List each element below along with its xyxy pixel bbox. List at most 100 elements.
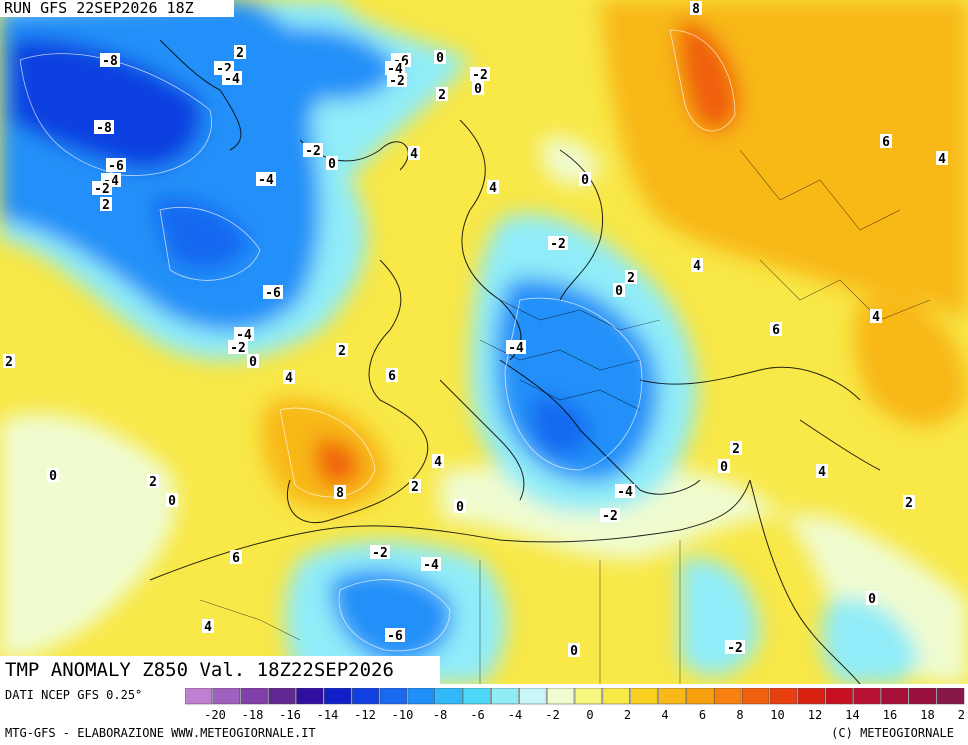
contour-label-bg [370, 545, 390, 559]
contour-label: -2 [727, 641, 743, 656]
contour-label: 4 [489, 181, 497, 196]
contour-label: 8 [692, 2, 700, 17]
legend-tick-label: -12 [354, 708, 376, 722]
contour-label-bg [408, 146, 420, 160]
contour-label-bg [568, 643, 580, 657]
contour-label-bg [409, 479, 421, 493]
legend-tick-label: -16 [279, 708, 301, 722]
contour-label: 0 [436, 51, 444, 66]
contour-label: -2 [230, 341, 246, 356]
contour-label: 6 [388, 369, 396, 384]
contour-label: -4 [258, 173, 274, 188]
contour-label-bg [432, 454, 444, 468]
legend-swatch [240, 688, 268, 705]
contour-label-bg [625, 270, 637, 284]
contour-label: 4 [818, 465, 826, 480]
legend-tick-label: -18 [242, 708, 264, 722]
contour-label: 2 [102, 198, 110, 213]
contour-label: 2 [438, 88, 446, 103]
legend-swatch [853, 688, 881, 705]
data-source-label: DATI NCEP GFS 0.25° [5, 688, 143, 702]
contour-label: 6 [882, 135, 890, 150]
legend-tick-label: -6 [470, 708, 484, 722]
contour-label-bg [326, 156, 338, 170]
contour-label: 6 [232, 551, 240, 566]
borders [199, 149, 931, 684]
run-title: RUN GFS 22SEP2026 18Z [0, 0, 234, 17]
contour-label: 2 [905, 496, 913, 511]
legend-swatch [686, 688, 714, 705]
contour-label: 0 [328, 157, 336, 172]
coastlines [149, 39, 881, 684]
contour-label-bg [436, 87, 448, 101]
contour-label-bg [690, 1, 702, 15]
contour-label: -2 [305, 144, 321, 159]
temperature-anomaly-map: -8-8-6-4-222-2-4-6-4-20-2028-204-44064-2… [0, 0, 968, 684]
anomaly-zone-very-hot-russia [678, 20, 740, 133]
legend-swatch [407, 688, 435, 705]
contour-label-bg [730, 441, 742, 455]
contour-label-bg [434, 50, 446, 64]
contour-label-bg [454, 499, 466, 513]
contour-label: 0 [49, 469, 57, 484]
contour-label-bg [579, 172, 591, 186]
contour-label-bg [548, 236, 568, 250]
contour-label: -6 [108, 159, 124, 174]
legend-swatch [825, 688, 853, 705]
contour-label-bg [866, 591, 878, 605]
contour-label-bg [770, 322, 782, 336]
contour-label: 0 [474, 82, 482, 97]
contour-label: -6 [265, 286, 281, 301]
contour-label-bg [147, 474, 159, 488]
contour-label: 0 [868, 592, 876, 607]
legend-tick-label: 8 [736, 708, 743, 722]
contour-label-bg [92, 181, 112, 195]
legend-tick-label: 2 [624, 708, 631, 722]
contour-label: 2 [338, 344, 346, 359]
legend-tick-label: 6 [699, 708, 706, 722]
legend-tick-label: -8 [433, 708, 447, 722]
legend-swatch [909, 688, 937, 705]
contour-label: -4 [224, 72, 240, 87]
legend-swatch [324, 688, 352, 705]
legend-swatch [714, 688, 742, 705]
contour-label: -2 [389, 74, 405, 89]
contour-label-bg [470, 67, 490, 81]
contour-label-bg [94, 120, 114, 134]
legend-tick-label: 16 [883, 708, 897, 722]
legend-tick-label: -14 [317, 708, 339, 722]
contour-label: 2 [732, 442, 740, 457]
legend-swatch [741, 688, 770, 705]
contour-label: 0 [249, 355, 257, 370]
contour-label-bg [472, 81, 484, 95]
contour-label: 2 [149, 475, 157, 490]
contour-label-bg [303, 143, 323, 157]
contour-label: 2 [627, 271, 635, 286]
legend-swatch [519, 688, 547, 705]
legend-tick-label: -10 [392, 708, 414, 722]
contour-label: -2 [372, 546, 388, 561]
anomaly-zone-deep-cold-atlantic-2 [150, 197, 250, 271]
legend-swatch [351, 688, 380, 705]
contour-label-bg [166, 493, 178, 507]
contour-label-bg [880, 134, 892, 148]
credit-left: MTG-GFS - ELABORAZIONE WWW.METEOGIORNALE… [5, 726, 316, 740]
legend-swatch [296, 688, 324, 705]
contour-label: 2 [5, 355, 13, 370]
anomaly-zone-very-hot-iberia [315, 439, 360, 486]
color-scale-legend: -20 -18 -16 -14 -12 -10 -8 -6 -4 -2 0 2 4 6 8 10 12 14 16 1… [185, 688, 965, 722]
contour-label-bg [106, 158, 126, 172]
contour-label: 4 [410, 147, 418, 162]
legend-swatch [379, 688, 408, 705]
footer-panel: DATI NCEP GFS 0.25° -20 -18 -16 -14 -12 -10 -8… [0, 684, 968, 745]
legend-tick-label: 14 [845, 708, 859, 722]
contour-label: 8 [336, 486, 344, 501]
contour-label-bg [334, 485, 346, 499]
legend-swatch [574, 688, 603, 705]
legend-swatch [435, 688, 463, 705]
contour-label-bg [247, 354, 259, 368]
contour-label-bg [487, 180, 499, 194]
contour-label-bg [336, 343, 348, 357]
legend-tick-label: 12 [808, 708, 822, 722]
contour-label-bg [870, 309, 882, 323]
